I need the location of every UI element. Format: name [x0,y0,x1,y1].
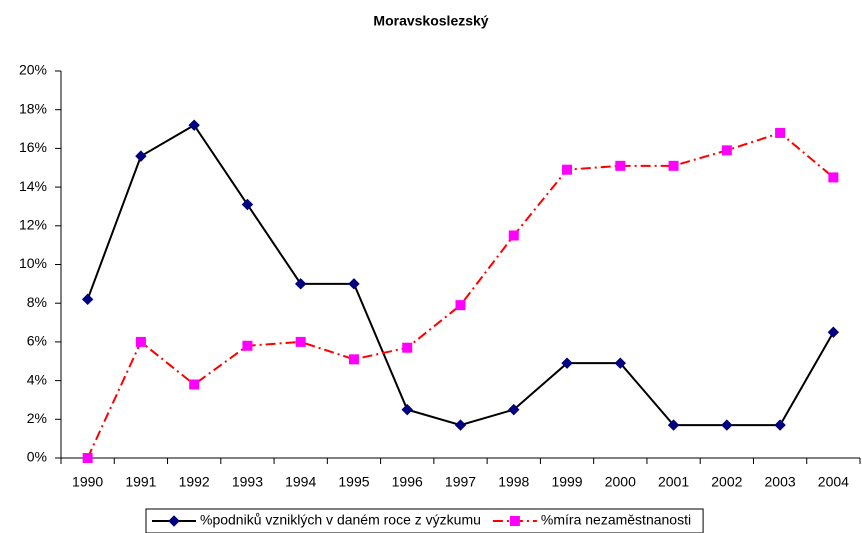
x-tick-label: 1995 [338,474,369,490]
y-tick-label: 18% [19,100,47,116]
y-tick-label: 12% [19,217,47,233]
x-tick-label: 1993 [232,474,263,490]
marker [454,419,467,431]
y-tick-label: 20% [19,62,47,78]
marker [615,160,626,171]
y-tick-label: 0% [27,449,47,465]
x-tick-label: 1999 [551,474,582,490]
marker [295,336,306,347]
x-tick-label: 2001 [658,474,689,490]
chart-title: Moravskoslezský [373,13,488,29]
marker [508,230,519,241]
x-tick-label: 1992 [179,474,210,490]
marker [774,419,786,431]
marker [455,300,466,311]
marker [82,453,93,463]
marker [81,293,94,306]
marker [401,403,413,416]
marker [667,419,680,431]
marker [614,357,627,369]
marker [135,336,146,347]
marker [188,119,200,131]
y-tick-label: 6% [27,333,47,349]
marker [294,278,307,290]
y-tick-label: 10% [19,255,47,271]
marker [402,342,413,353]
marker [508,403,520,416]
x-tick-label: 1990 [72,474,103,490]
y-tick-label: 14% [19,178,47,194]
marker [721,419,733,431]
x-tick-label: 1997 [445,474,476,490]
marker [348,278,360,290]
marker [189,379,200,390]
marker [721,145,732,156]
marker [827,326,840,338]
x-tick-label: 1998 [498,474,529,490]
marker [775,127,786,138]
series-line [86,131,835,459]
marker [241,198,254,211]
legend-label: %podniků vzniklých v daném roce z výzkum… [200,512,481,528]
marker [242,340,253,351]
marker [668,160,679,171]
marker [562,164,573,175]
marker [561,357,573,369]
y-tick-label: 8% [27,294,47,310]
y-tick-label: 16% [19,139,47,155]
x-tick-label: 2004 [818,474,849,490]
y-tick-label: 2% [27,410,47,426]
marker [348,354,359,365]
x-tick-label: 1994 [285,474,316,490]
legend-label: %míra nezaměstnanosti [541,512,691,528]
x-tick-label: 2002 [711,474,742,490]
x-tick-label: 2003 [765,474,796,490]
x-tick-label: 1996 [392,474,423,490]
x-tick-label: 2000 [605,474,636,490]
marker [135,150,147,162]
marker [828,172,839,183]
marker [168,515,180,527]
x-tick-label: 1991 [125,474,156,490]
legend: %podniků vzniklých v daném roce z výzkum… [145,508,704,533]
legend-box [145,508,704,533]
marker [509,516,520,526]
y-tick-label: 4% [27,371,47,387]
